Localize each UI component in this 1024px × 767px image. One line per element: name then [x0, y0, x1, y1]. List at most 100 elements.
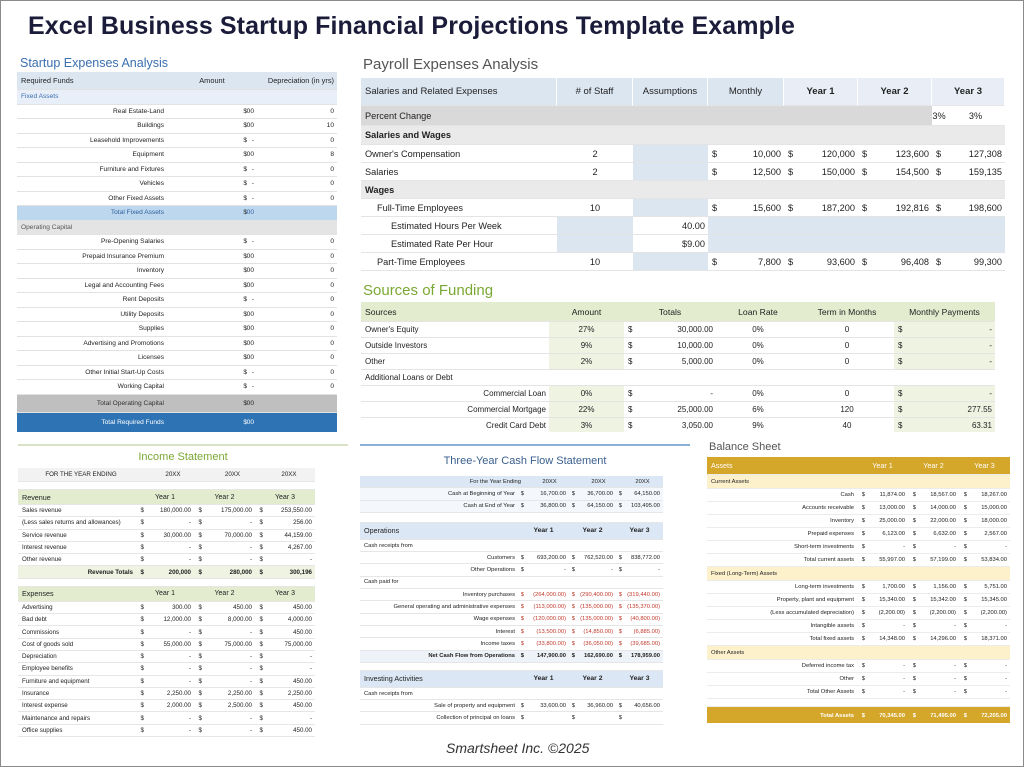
payroll-title: Payroll Expenses Analysis — [363, 56, 539, 73]
income-cell: $ — [255, 554, 263, 567]
cashflow-cell: Other Operations — [360, 564, 518, 577]
payroll-cell: $ — [784, 253, 798, 271]
funding-cell: 9% — [716, 418, 800, 432]
cashflow-cell: (39,685.00) — [622, 638, 663, 651]
payroll-assumption-cell: 40.00 — [633, 217, 708, 235]
income-cell: Employee benefits — [18, 663, 136, 676]
payroll-cell: 192,816 — [872, 199, 932, 217]
cashflow-cell: $ — [569, 700, 575, 713]
funding-cell: 277.55 — [908, 402, 995, 418]
income-cell: 2,250.00 — [263, 688, 315, 701]
sheet-grid: For the Year Ending 20XX 20XX 20XX Cash at B… — [360, 476, 690, 725]
payroll-assumption-cell — [932, 217, 946, 235]
income-cell: 253,550.00 — [263, 505, 315, 518]
cashflow-cell: 40,656.00 — [622, 700, 663, 713]
balance-cell: 25,000.00 — [865, 515, 908, 528]
balance-cell: $ — [959, 515, 967, 528]
balance-cell: Total Other Assets — [707, 686, 857, 699]
data-row-cell: $ — [167, 250, 247, 264]
payroll-cell: 93,600 — [798, 253, 858, 271]
data-row-cell: 0 — [257, 380, 337, 395]
payroll-cell: 10 — [557, 199, 633, 217]
funding-cell: $ — [624, 386, 636, 402]
income-cell: $ — [255, 725, 263, 738]
percent-change-cell: Percent Change — [361, 106, 858, 126]
income-cell: $ — [255, 505, 263, 518]
column-header: Monthly — [708, 78, 784, 106]
payroll-assumption-cell — [872, 235, 932, 253]
data-row-cell: $ — [167, 235, 247, 250]
income-cell: $ — [136, 626, 144, 639]
income-cell: $ — [255, 651, 263, 664]
balance-cell: 18,267.00 — [967, 489, 1010, 502]
cashflow-cell: (319,440.00) — [622, 589, 663, 602]
data-row-cell: Equipment — [17, 148, 167, 163]
balance-cell: Total fixed assets — [707, 633, 857, 646]
balance-cell: $ — [959, 541, 967, 554]
cashflow-cell: (36,050.00) — [575, 638, 616, 651]
payroll-cell: $ — [708, 253, 722, 271]
data-row-cell: 0 — [257, 308, 337, 322]
funding-cell: Credit Card Debt — [361, 418, 549, 432]
income-cell: - — [144, 517, 194, 530]
payroll-cell: 2 — [557, 145, 633, 163]
income-cell: $ — [194, 554, 202, 567]
cashflow-cell: $ — [518, 700, 524, 713]
cashflow-cell: $ — [616, 650, 622, 663]
data-row-cell: 0 — [257, 163, 337, 177]
payroll-cell: 123,600 — [872, 145, 932, 163]
payroll-cell: 2 — [557, 163, 633, 181]
payroll-cell — [633, 199, 708, 217]
cashflow-cell: $ — [518, 564, 524, 577]
balance-cell: $ — [908, 620, 916, 633]
year-header: Year 1 — [136, 490, 194, 505]
balance-cell: - — [916, 620, 959, 633]
income-cell: $ — [255, 712, 263, 725]
balance-cell: 72,205.00 — [967, 707, 1010, 723]
balance-cell: - — [865, 660, 908, 673]
funding-cell: - — [908, 354, 995, 370]
balance-cell: 18,567.00 — [916, 489, 959, 502]
income-cell: 4,267.00 — [263, 542, 315, 555]
balance-cell: - — [865, 620, 908, 633]
column-header: Assumptions — [633, 78, 708, 106]
balance-cell: - — [967, 673, 1010, 686]
section-label: Cash receipts from — [360, 540, 663, 553]
payroll-cell: 187,200 — [798, 199, 858, 217]
year-header: Year 1 — [136, 586, 194, 602]
income-cell: - — [263, 712, 315, 725]
income-cell: Interest revenue — [18, 542, 136, 555]
income-cell: 450.00 — [263, 602, 315, 615]
income-cell: - — [202, 517, 255, 530]
income-cell: 450.00 — [263, 725, 315, 738]
funding-cell: 63.31 — [908, 418, 995, 432]
balance-cell: $ — [959, 594, 967, 607]
payroll-cell: $ — [858, 253, 872, 271]
cashflow-cell: 103,495.00 — [622, 500, 663, 513]
income-cell: Sales revenue — [18, 505, 136, 518]
funding-cell: Other — [361, 354, 549, 370]
funding-cell: Commercial Loan — [361, 386, 549, 402]
section-label: Other Assets — [707, 646, 1010, 660]
data-row-cell: $ — [167, 351, 247, 366]
cashflow-cell: (135,000.00) — [575, 601, 616, 614]
income-cell: $ — [255, 688, 263, 701]
total-cell: 200,000 — [144, 566, 194, 579]
balance-cell: - — [916, 660, 959, 673]
data-row-cell: - — [247, 235, 257, 250]
data-row-cell: Other Initial Start-Up Costs — [17, 366, 167, 380]
total-cell: $ — [194, 566, 202, 579]
funding-cell: - — [908, 322, 995, 338]
balance-cell: $ — [959, 528, 967, 541]
income-cell: - — [144, 651, 194, 664]
cashflow-cell: 33,600.00 — [524, 700, 569, 713]
balance-cell: - — [865, 541, 908, 554]
income-cell: $ — [136, 676, 144, 688]
payroll-cell: $ — [784, 145, 798, 163]
payroll-expenses-sheet: Payroll Expenses Analysis Salaries and Re… — [361, 56, 1009, 271]
balance-sheet: Balance Sheet Assets Year 1 Year 2 Year 3 Cur… — [707, 441, 1010, 723]
balance-cell: $ — [857, 502, 865, 515]
payroll-cell: 12,500 — [722, 163, 784, 181]
income-cell: Furniture and equipment — [18, 676, 136, 688]
cashflow-cell: (120,000.00) — [524, 614, 569, 626]
